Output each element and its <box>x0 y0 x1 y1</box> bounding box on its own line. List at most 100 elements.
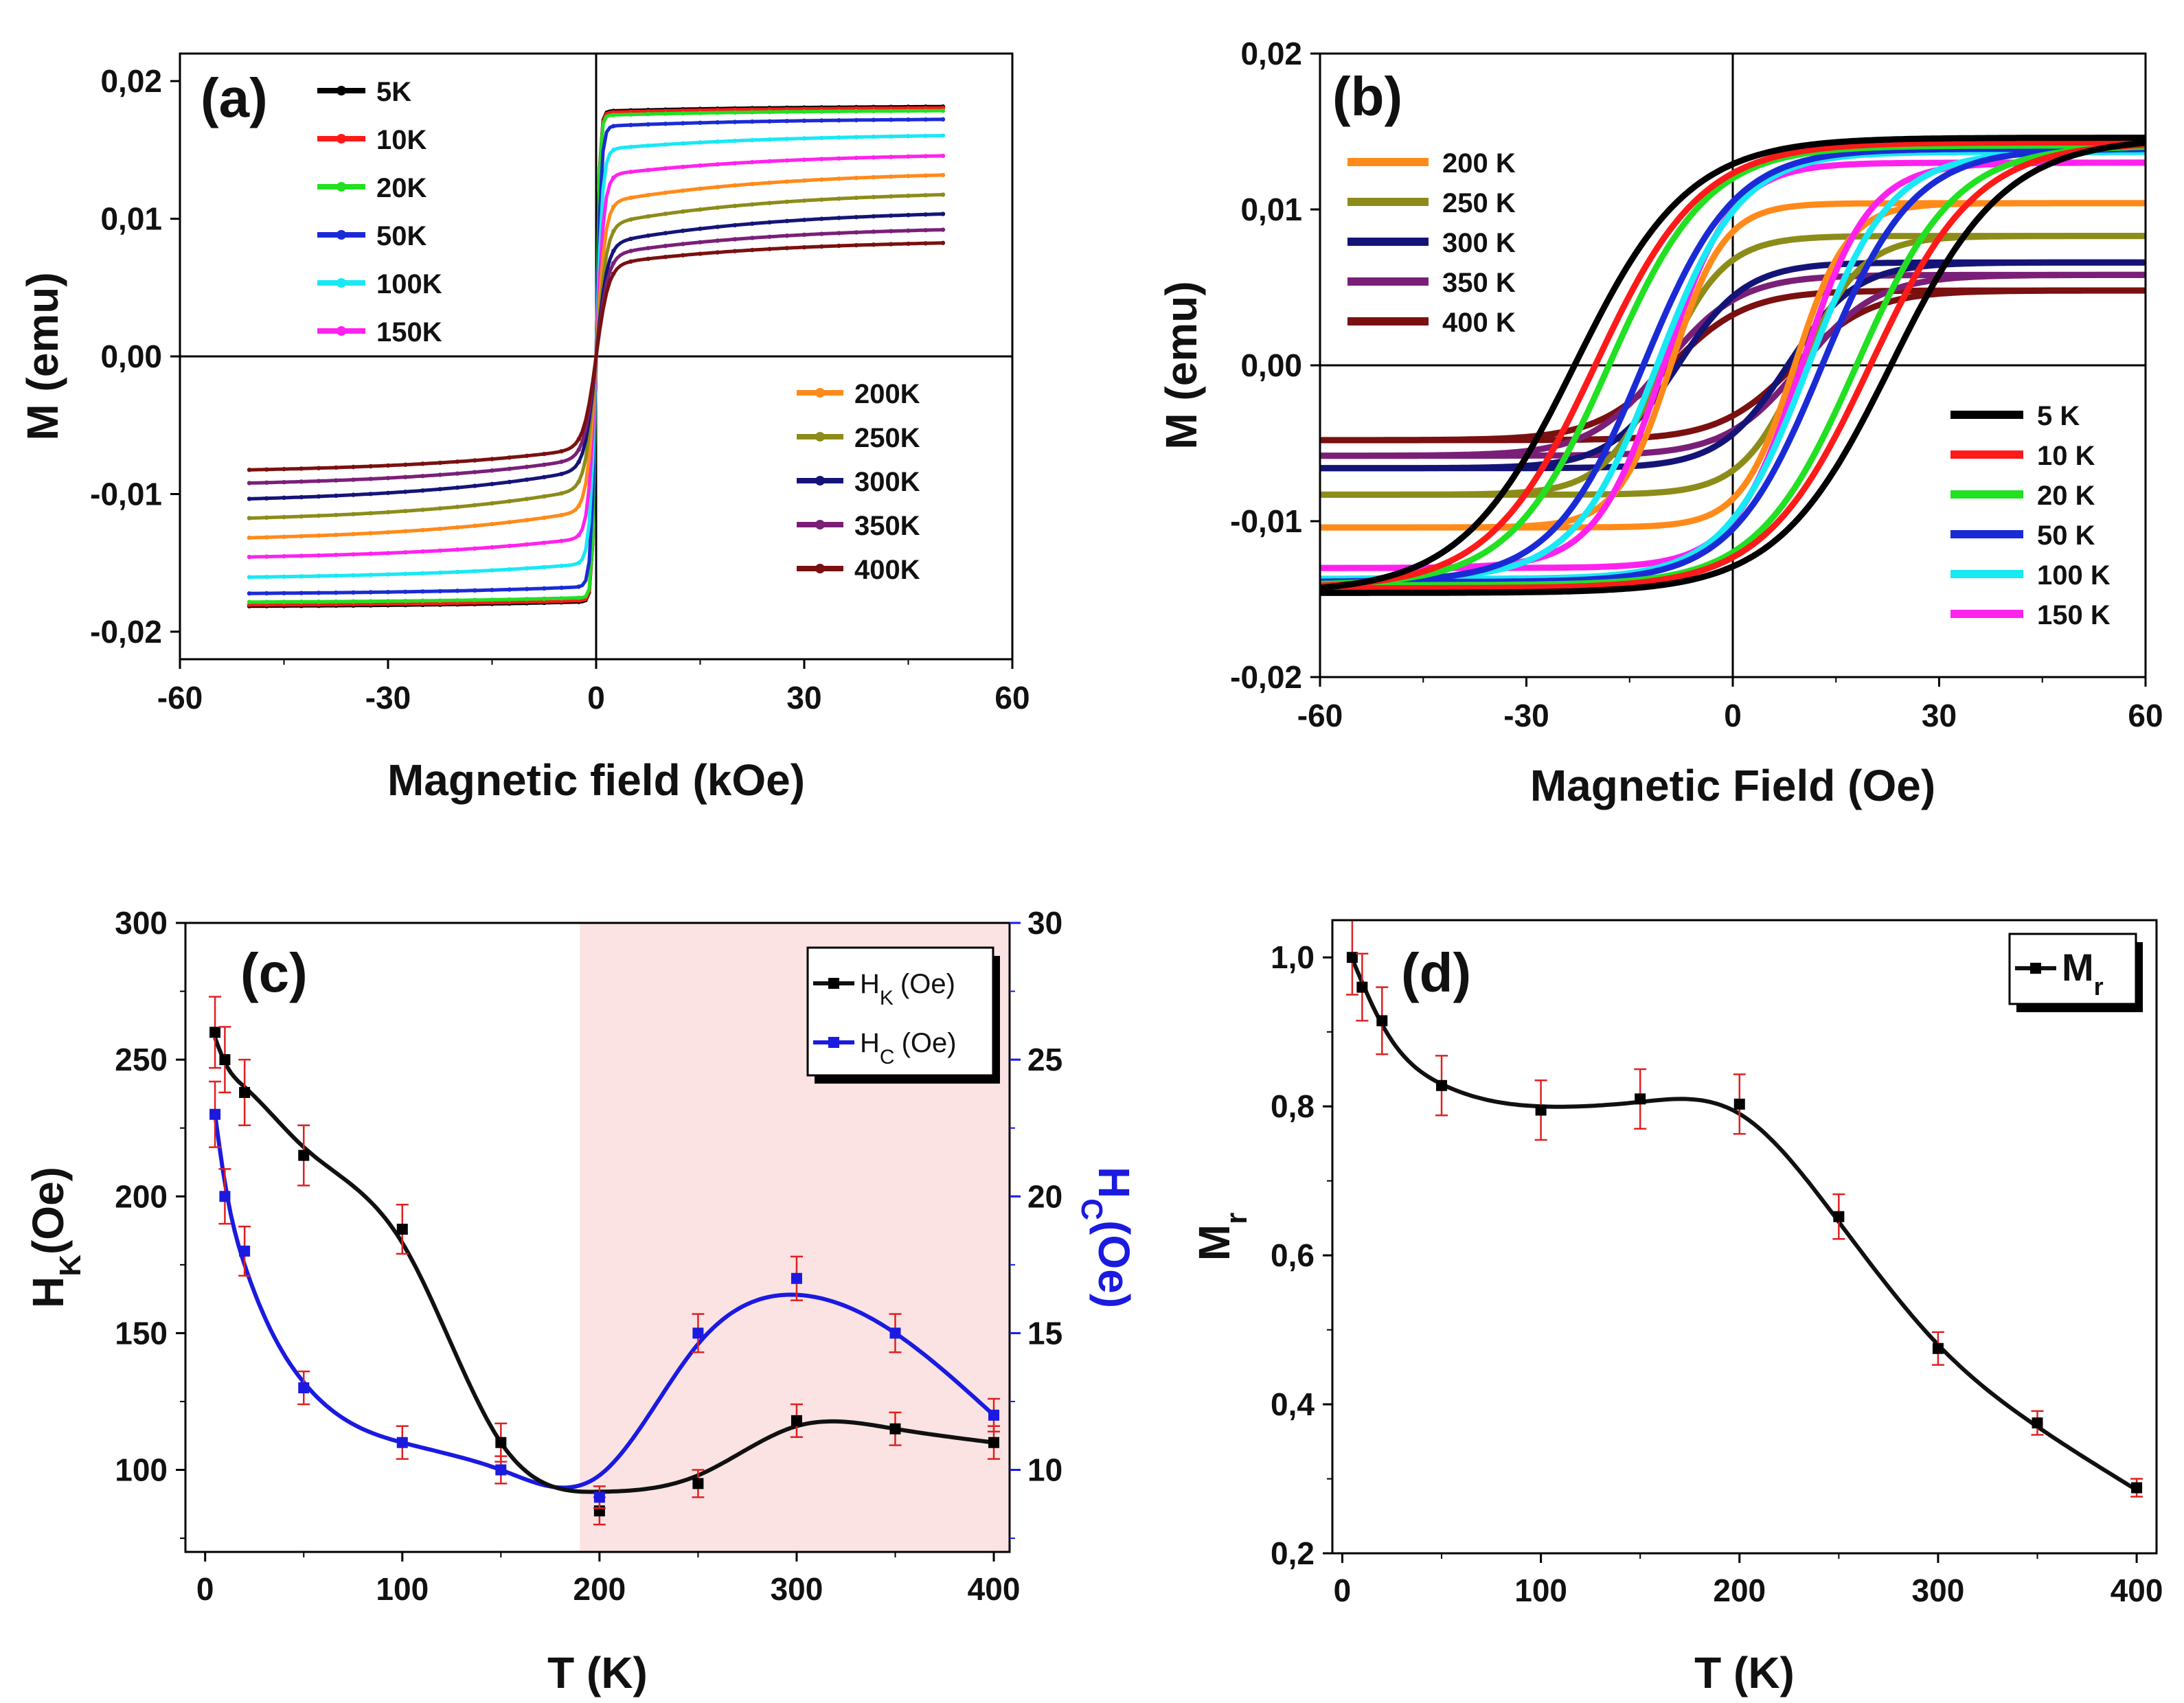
y-axis-title-unit: (Oe) <box>23 1167 73 1255</box>
data-point-hc <box>495 1464 507 1476</box>
data-point-400K <box>715 250 720 255</box>
data-point-200K <box>889 174 894 179</box>
data-point-20K <box>767 109 772 115</box>
x-axis-title: Magnetic field (kOe) <box>387 755 805 805</box>
legend-label-unit: (Oe) <box>902 1028 957 1058</box>
data-point-350K <box>264 480 269 485</box>
y-right-tick-label: 30 <box>1027 905 1062 941</box>
data-point-200K <box>646 192 650 198</box>
data-point-250K <box>837 196 841 201</box>
data-point-hc <box>790 1272 802 1284</box>
data-point-hc <box>889 1327 901 1339</box>
legend-marker <box>815 388 825 398</box>
data-point-350K <box>507 466 512 471</box>
data-point-200K <box>264 535 269 540</box>
y-right-tick-label: 10 <box>1027 1452 1062 1488</box>
data-point-350K <box>334 478 339 483</box>
legend-label-main: M <box>2062 946 2094 989</box>
data-point-100K <box>385 572 391 577</box>
data-point-300K <box>819 216 824 221</box>
fit-line-mr <box>1350 958 2136 1491</box>
data-point-hk <box>396 1224 408 1235</box>
data-point-150K <box>750 159 755 165</box>
data-point-400K <box>507 455 512 460</box>
y-tick-label: 0,00 <box>1240 347 1302 383</box>
data-point-350K <box>542 462 547 467</box>
data-point-150K <box>906 154 911 159</box>
data-point-200K <box>940 172 946 178</box>
data-point-300K <box>663 231 668 236</box>
data-point-150K <box>611 175 616 180</box>
data-point-250K <box>316 513 321 518</box>
loop-descending-400 K <box>1320 287 2146 444</box>
data-point-200K <box>576 503 581 508</box>
data-point-50K <box>698 120 703 126</box>
y-tick-label: 100 <box>115 1452 168 1488</box>
data-point-150K <box>646 168 650 172</box>
panel-b-curves <box>1320 135 2146 596</box>
data-point-300K <box>455 485 460 490</box>
data-point-100K <box>732 138 738 144</box>
data-point-50K <box>784 119 789 124</box>
data-point-350K <box>923 227 928 233</box>
legend-label: 300K <box>854 467 920 497</box>
data-point-50K <box>542 586 547 591</box>
data-point-50K <box>247 591 252 596</box>
legend-label: 200 K <box>1442 148 1516 179</box>
x-tick-label: -30 <box>1503 698 1549 733</box>
fit-line-hk <box>213 1037 992 1494</box>
data-point-400K <box>940 240 946 245</box>
data-point-hk <box>219 1054 231 1066</box>
data-point-250K <box>906 193 911 198</box>
data-point-350K <box>767 234 772 239</box>
data-point-200K <box>403 529 408 534</box>
data-point-300K <box>750 221 755 226</box>
data-point-250K <box>663 212 668 216</box>
data-point-hk <box>988 1437 1000 1448</box>
y-tick-label: 1,0 <box>1271 939 1315 975</box>
data-point-200K <box>559 512 564 518</box>
data-point-20K <box>264 599 269 604</box>
legend-label: 100K <box>376 269 442 299</box>
data-point-300K <box>559 471 564 477</box>
data-point-50K <box>351 590 356 595</box>
data-point-250K <box>437 506 442 511</box>
data-point-350K <box>871 229 876 234</box>
data-point-200K <box>247 535 252 540</box>
data-point-250K <box>542 494 547 499</box>
y-tick-label: 0,2 <box>1271 1535 1315 1571</box>
data-point-200K <box>524 518 530 523</box>
data-point-250K <box>368 511 373 516</box>
y-axis-title-sub: r <box>1220 1213 1253 1224</box>
data-point-400K <box>681 253 685 258</box>
legend-marker <box>337 326 346 336</box>
data-point-250K <box>455 504 460 510</box>
data-point-400K <box>542 451 547 457</box>
data-point-350K <box>455 471 460 476</box>
data-point-200K <box>628 195 633 201</box>
data-point-250K <box>871 194 876 200</box>
data-point-300K <box>715 225 720 229</box>
data-point-300K <box>767 220 772 225</box>
data-point-250K <box>767 201 772 205</box>
legend-label: 5 K <box>2037 401 2080 431</box>
data-point-100K <box>299 574 304 579</box>
data-point-400K <box>403 462 408 467</box>
data-point-hk <box>889 1423 901 1435</box>
data-point-400K <box>784 246 789 251</box>
data-point-mr <box>2131 1482 2143 1494</box>
data-point-350K <box>351 477 356 482</box>
data-point-200K <box>473 523 477 528</box>
data-point-200K <box>455 525 460 530</box>
data-point-350K <box>247 481 252 485</box>
data-point-300K <box>801 218 807 222</box>
data-point-150K <box>854 155 858 161</box>
data-point-400K <box>316 466 321 470</box>
data-point-350K <box>385 475 391 481</box>
data-point-150K <box>524 542 530 547</box>
data-point-400K <box>524 453 530 459</box>
data-point-200K <box>715 185 720 190</box>
data-point-300K <box>871 214 876 219</box>
y-tick-label: 0,00 <box>100 339 162 374</box>
data-point-20K <box>801 109 807 114</box>
